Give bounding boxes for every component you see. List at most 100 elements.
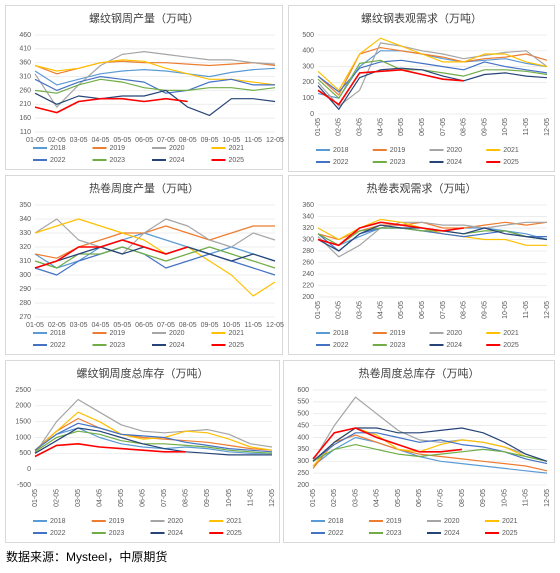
x-tick-label: 05-05 xyxy=(398,118,405,136)
y-tick-label: 310 xyxy=(19,258,31,265)
x-tick-label: 08-05 xyxy=(461,301,468,319)
chart-title: 热卷周度产量（万吨） xyxy=(89,181,199,195)
chart-title: 螺纹钢周产量（万吨） xyxy=(89,11,199,25)
x-tick-label: 08-05 xyxy=(461,118,468,136)
legend-label: 2020 xyxy=(168,518,184,525)
series-line xyxy=(317,42,548,107)
x-tick-label: 11-05 xyxy=(523,301,530,318)
legend-label: 2021 xyxy=(229,145,245,152)
x-tick-label: 07-05 xyxy=(440,118,447,136)
legend-label: 2024 xyxy=(169,342,185,349)
legend-label: 2025 xyxy=(226,530,242,537)
x-tick-label: 06-05 xyxy=(135,322,153,329)
x-tick-label: 09-05 xyxy=(480,489,487,507)
series-line xyxy=(317,59,548,93)
x-tick-label: 05-05 xyxy=(398,301,405,319)
x-tick-label: 12-05 xyxy=(269,489,276,507)
legend-label: 2024 xyxy=(169,157,185,164)
y-tick-label: 260 xyxy=(19,87,31,94)
x-tick-label: 09-05 xyxy=(204,489,211,507)
legend-label: 2024 xyxy=(447,342,463,349)
x-tick-label: 02-05 xyxy=(336,301,343,319)
legend-label: 2025 xyxy=(502,530,518,537)
y-tick-label: 340 xyxy=(302,213,314,220)
legend-label: 2018 xyxy=(333,330,349,337)
x-tick-label: 08-05 xyxy=(183,489,190,507)
series-line xyxy=(312,444,548,462)
series-line xyxy=(317,37,548,91)
y-tick-label: 280 xyxy=(302,248,314,255)
legend-label: 2023 xyxy=(390,342,406,349)
y-tick-label: 400 xyxy=(297,434,309,441)
y-tick-label: 600 xyxy=(297,387,309,394)
x-tick-label: 09-05 xyxy=(481,118,488,136)
legend-label: 2023 xyxy=(110,342,126,349)
x-tick-label: 10-05 xyxy=(222,322,240,329)
series-line xyxy=(34,422,273,453)
y-tick-label: 350 xyxy=(297,446,309,453)
y-tick-label: 290 xyxy=(19,286,31,293)
y-tick-label: 350 xyxy=(19,202,31,209)
y-tick-label: 500 xyxy=(297,411,309,418)
x-tick-label: 09-05 xyxy=(201,322,219,329)
y-tick-label: 240 xyxy=(302,271,314,278)
legend-label: 2024 xyxy=(168,530,184,537)
legend-label: 2025 xyxy=(503,342,519,349)
x-tick-label: 10-05 xyxy=(502,301,509,319)
x-tick-label: 07-05 xyxy=(157,137,175,144)
x-tick-label: 11-05 xyxy=(244,322,261,329)
x-tick-label: 07-05 xyxy=(157,322,175,329)
legend-label: 2022 xyxy=(50,530,66,537)
series-line xyxy=(317,221,547,258)
chart-title: 螺纹钢周度总库存（万吨） xyxy=(77,366,209,380)
y-tick-label: -500 xyxy=(17,482,31,489)
y-tick-label: 320 xyxy=(302,225,314,232)
series-line xyxy=(34,411,273,453)
legend-label: 2022 xyxy=(333,342,349,349)
x-tick-label: 03-05 xyxy=(75,489,82,507)
x-tick-label: 12-05 xyxy=(266,322,284,329)
series-line xyxy=(317,227,548,246)
x-tick-label: 03-05 xyxy=(70,322,88,329)
x-tick-label: 09-05 xyxy=(201,137,219,144)
x-tick-label: 03-05 xyxy=(356,118,363,136)
series-line xyxy=(34,246,276,276)
x-tick-label: 06-05 xyxy=(419,301,426,319)
series-line xyxy=(317,221,464,247)
x-tick-label: 03-05 xyxy=(356,301,363,319)
y-tick-label: 2500 xyxy=(15,387,31,394)
legend-label: 2021 xyxy=(502,518,518,525)
series-line xyxy=(34,67,276,86)
x-tick-label: 11-05 xyxy=(247,489,254,506)
legend-label: 2020 xyxy=(447,330,463,337)
x-tick-label: 11-05 xyxy=(523,118,530,135)
series-line xyxy=(312,427,548,462)
x-tick-label: 12-05 xyxy=(544,489,551,507)
y-tick-label: 0 xyxy=(27,466,31,473)
y-tick-label: 200 xyxy=(302,79,314,86)
y-tick-label: 500 xyxy=(19,450,31,457)
panel-frame xyxy=(5,360,280,543)
legend-label: 2019 xyxy=(109,518,125,525)
legend-label: 2019 xyxy=(110,145,126,152)
y-tick-label: 310 xyxy=(19,73,31,80)
x-tick-label: 02-05 xyxy=(48,137,66,144)
legend-label: 2022 xyxy=(333,159,349,166)
legend-label: 2021 xyxy=(503,330,519,337)
y-tick-label: 200 xyxy=(297,482,309,489)
chart-title: 热卷表观需求（万吨） xyxy=(367,181,477,195)
series-line xyxy=(34,78,276,94)
y-tick-label: 100 xyxy=(302,95,314,102)
y-tick-label: 330 xyxy=(19,230,31,237)
legend-label: 2019 xyxy=(390,330,406,337)
x-tick-label: 11-05 xyxy=(244,137,261,144)
series-line xyxy=(34,97,188,114)
legend-label: 2021 xyxy=(229,330,245,337)
y-tick-label: 300 xyxy=(302,63,314,70)
legend-label: 2022 xyxy=(50,342,66,349)
legend-label: 2018 xyxy=(50,330,66,337)
x-tick-label: 01-05 xyxy=(26,137,44,144)
x-tick-label: 02-05 xyxy=(53,489,60,507)
legend-label: 2025 xyxy=(229,342,245,349)
